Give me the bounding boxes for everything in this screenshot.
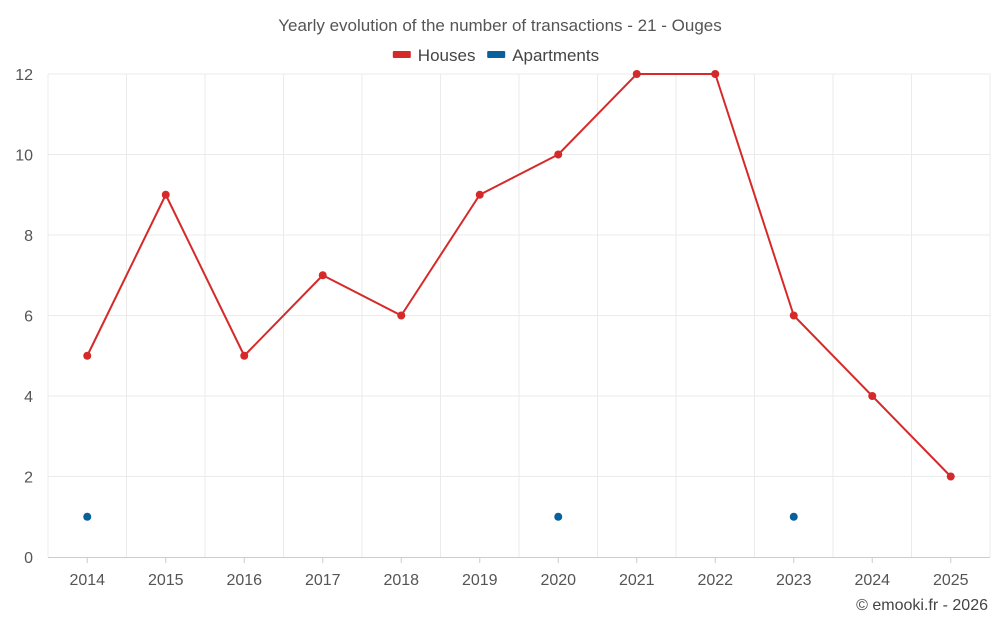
data-point-houses-2023 <box>789 311 798 320</box>
y-tick-label: 4 <box>24 389 33 406</box>
x-tick-label: 2022 <box>697 572 733 589</box>
x-tick-label: 2016 <box>226 572 262 589</box>
grid <box>47 73 991 557</box>
x-tick-label: 2025 <box>933 572 969 589</box>
x-tick-label: 2024 <box>854 572 890 589</box>
y-axis-ticks: 0 2 4 6 8 10 12 <box>15 67 33 567</box>
x-tick-label: 2019 <box>462 572 498 589</box>
data-point-houses-2022 <box>711 70 720 78</box>
legend-item-houses: Houses <box>392 46 476 65</box>
series-layer <box>83 70 955 521</box>
legend-swatch-apartments <box>487 51 506 58</box>
data-point-houses-2025 <box>946 472 955 481</box>
x-tick-label: 2017 <box>305 572 341 589</box>
y-tick-label: 0 <box>24 550 33 567</box>
y-tick-label: 8 <box>24 228 33 245</box>
legend: Houses Apartments <box>392 46 599 65</box>
chart-title: Yearly evolution of the number of transa… <box>278 16 722 35</box>
data-point-houses-2017 <box>318 271 327 280</box>
series-line-houses <box>86 73 952 478</box>
x-tick-label: 2014 <box>69 572 105 589</box>
y-tick-label: 12 <box>15 67 33 84</box>
data-point-houses-2024 <box>868 392 877 400</box>
y-tick-label: 2 <box>24 470 33 487</box>
data-point-houses-2016 <box>240 351 249 360</box>
data-point-houses-2015 <box>161 190 170 199</box>
series-apartments <box>83 512 798 521</box>
y-tick-label: 6 <box>24 309 33 326</box>
x-tick-label: 2021 <box>619 572 655 589</box>
x-axis-ticks: 2014 2015 2016 2017 2018 2019 2020 2021 2022 2023… <box>69 557 969 589</box>
legend-item-apartments: Apartments <box>487 46 599 65</box>
x-tick-label: 2023 <box>776 572 812 589</box>
legend-swatch-houses <box>392 51 411 58</box>
data-point-houses-2020 <box>554 150 563 159</box>
data-point-houses-2021 <box>632 70 641 78</box>
data-point-apartments-2023 <box>789 512 798 521</box>
data-point-houses-2018 <box>397 311 406 320</box>
data-point-houses-2014 <box>83 351 92 360</box>
credit-text: © emooki.fr - 2026 <box>856 597 988 614</box>
data-point-apartments-2020 <box>554 512 563 521</box>
data-point-houses-2019 <box>475 190 484 199</box>
series-houses <box>83 70 955 481</box>
data-point-apartments-2014 <box>83 512 92 521</box>
x-tick-label: 2018 <box>383 572 419 589</box>
legend-label: Houses <box>418 46 476 65</box>
y-tick-label: 10 <box>15 148 33 165</box>
legend-label: Apartments <box>512 46 599 65</box>
x-tick-label: 2015 <box>148 572 184 589</box>
x-tick-label: 2020 <box>540 572 576 589</box>
